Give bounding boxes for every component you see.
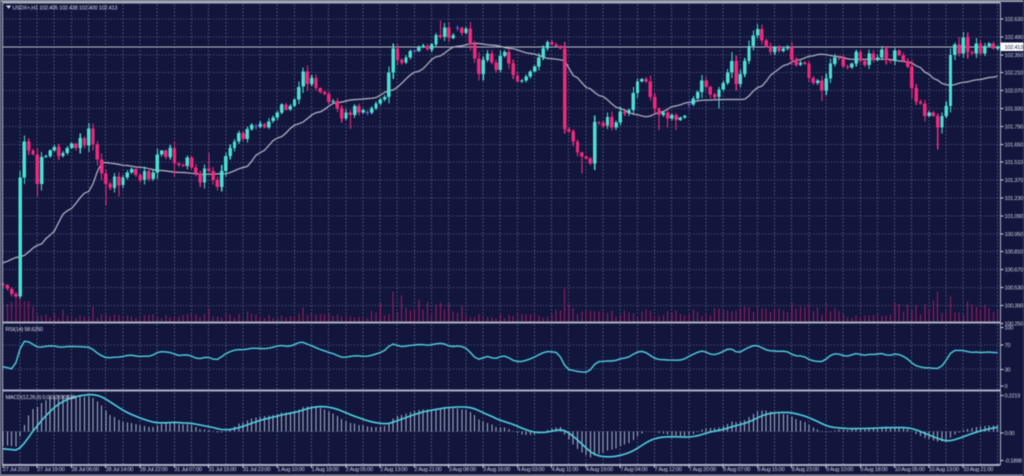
svg-text:1 Aug 10:00: 1 Aug 10:00 xyxy=(277,467,304,473)
svg-text:101.510: 101.510 xyxy=(1005,160,1024,166)
svg-text:100.810: 100.810 xyxy=(1005,250,1024,256)
svg-text:102.413: 102.413 xyxy=(1005,45,1024,51)
svg-text:28 Jul 06:00: 28 Jul 06:00 xyxy=(71,467,99,473)
svg-text:3 Aug 16:00: 3 Aug 16:00 xyxy=(483,467,510,473)
svg-text:0.00: 0.00 xyxy=(1005,431,1015,437)
svg-text:101.090: 101.090 xyxy=(1005,214,1024,220)
svg-text:100.390: 100.390 xyxy=(1005,303,1024,309)
svg-text:102.630: 102.630 xyxy=(1005,17,1024,23)
svg-text:100: 100 xyxy=(1005,326,1014,332)
svg-text:101.930: 101.930 xyxy=(1005,107,1024,113)
svg-text:7 Aug 04:00: 7 Aug 04:00 xyxy=(620,467,647,473)
svg-text:10 Aug 05:00: 10 Aug 05:00 xyxy=(895,467,925,473)
svg-text:4 Aug 19:00: 4 Aug 19:00 xyxy=(586,467,613,473)
svg-text:101.650: 101.650 xyxy=(1005,142,1024,148)
svg-text:4 Aug 11:00: 4 Aug 11:00 xyxy=(552,467,579,473)
svg-text:10 Aug 13:00: 10 Aug 13:00 xyxy=(929,467,959,473)
svg-text:7 Aug 20:00: 7 Aug 20:00 xyxy=(689,467,716,473)
svg-text:8 Aug 15:00: 8 Aug 15:00 xyxy=(757,467,784,473)
svg-text:102.350: 102.350 xyxy=(1005,53,1024,59)
svg-text:101.230: 101.230 xyxy=(1005,196,1024,202)
svg-text:0: 0 xyxy=(1005,384,1008,390)
svg-text:9 Aug 10:00: 9 Aug 10:00 xyxy=(826,467,853,473)
svg-text:101.790: 101.790 xyxy=(1005,124,1024,130)
svg-text:MACD(12,26,9) 0.0612 0.0328: MACD(12,26,9) 0.0612 0.0328 xyxy=(6,395,76,401)
svg-text:31 Jul 15:00: 31 Jul 15:00 xyxy=(209,467,237,473)
svg-text:2 Aug 05:00: 2 Aug 05:00 xyxy=(346,467,373,473)
svg-text:101.370: 101.370 xyxy=(1005,178,1024,184)
svg-text:RSI(14) 58.6250: RSI(14) 58.6250 xyxy=(6,327,43,333)
svg-text:70: 70 xyxy=(1005,343,1011,349)
svg-text:30: 30 xyxy=(1005,368,1011,374)
svg-text:28 Jul 14:00: 28 Jul 14:00 xyxy=(106,467,134,473)
svg-text:100.950: 100.950 xyxy=(1005,232,1024,238)
svg-text:27 Jul 2023: 27 Jul 2023 xyxy=(3,467,29,473)
svg-text:100.530: 100.530 xyxy=(1005,286,1024,292)
svg-text:100.250: 100.250 xyxy=(1005,321,1024,327)
svg-text:3 Aug 08:00: 3 Aug 08:00 xyxy=(449,467,476,473)
svg-text:2 Aug 21:00: 2 Aug 21:00 xyxy=(414,467,441,473)
svg-text:9 Aug 18:00: 9 Aug 18:00 xyxy=(860,467,887,473)
svg-text:10 Aug 21:00: 10 Aug 21:00 xyxy=(963,467,993,473)
svg-text:102.490: 102.490 xyxy=(1005,35,1024,41)
svg-text:2 Aug 13:00: 2 Aug 13:00 xyxy=(380,467,407,473)
svg-text:8 Aug 07:00: 8 Aug 07:00 xyxy=(723,467,750,473)
svg-text:27 Jul 19:00: 27 Jul 19:00 xyxy=(37,467,65,473)
svg-text:USDX+,H1 102.405 102.438 102.: USDX+,H1 102.405 102.438 102.400 102.413 xyxy=(13,5,118,11)
svg-text:31 Jul 23:00: 31 Jul 23:00 xyxy=(243,467,271,473)
svg-text:0.2219: 0.2219 xyxy=(1005,394,1021,400)
svg-text:1 Aug 18:00: 1 Aug 18:00 xyxy=(312,467,339,473)
svg-text:7 Aug 12:00: 7 Aug 12:00 xyxy=(655,467,682,473)
svg-text:31 Jul 07:00: 31 Jul 07:00 xyxy=(174,467,202,473)
svg-text:102.070: 102.070 xyxy=(1005,89,1024,95)
svg-text:-0.1898: -0.1898 xyxy=(1005,459,1022,465)
svg-text:100.670: 100.670 xyxy=(1005,268,1024,274)
svg-text:8 Aug 23:00: 8 Aug 23:00 xyxy=(792,467,819,473)
svg-text:28 Jul 22:00: 28 Jul 22:00 xyxy=(140,467,168,473)
svg-text:102.210: 102.210 xyxy=(1005,71,1024,77)
svg-text:4 Aug 03:00: 4 Aug 03:00 xyxy=(517,467,544,473)
